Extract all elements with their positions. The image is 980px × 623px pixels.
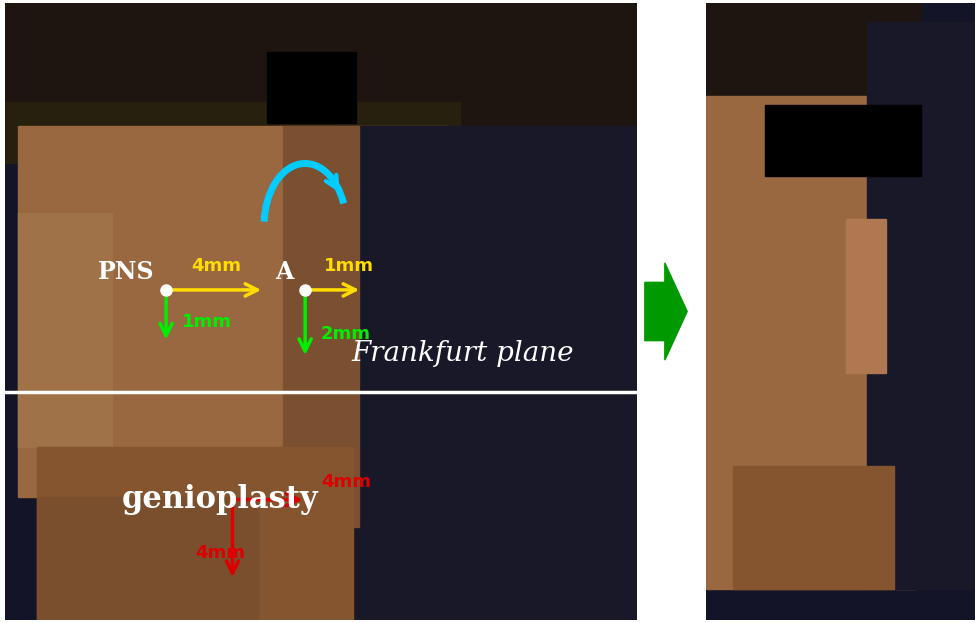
Bar [18, 126, 448, 497]
Text: 4mm: 4mm [195, 545, 245, 562]
Bar [36, 447, 353, 620]
Bar [268, 52, 356, 123]
Bar [283, 126, 359, 527]
Bar [732, 466, 894, 589]
Bar [867, 22, 975, 589]
Bar [764, 105, 921, 176]
Bar [18, 213, 113, 447]
Text: PNS: PNS [98, 260, 155, 283]
Text: 4mm: 4mm [192, 257, 242, 275]
Text: 2mm: 2mm [321, 325, 371, 343]
Bar [706, 3, 921, 114]
Text: A: A [275, 260, 294, 283]
FancyArrow shape [645, 263, 687, 360]
Text: Frankfurt plane: Frankfurt plane [351, 340, 574, 367]
Bar [5, 102, 460, 163]
Text: 4mm: 4mm [321, 473, 371, 492]
Bar [846, 219, 886, 373]
Bar [706, 95, 916, 589]
Text: 1mm: 1mm [324, 257, 374, 275]
Bar [333, 126, 637, 620]
Text: genioplasty: genioplasty [122, 484, 318, 515]
Text: 1mm: 1mm [182, 313, 232, 331]
Bar [5, 3, 637, 139]
Bar [36, 497, 258, 620]
